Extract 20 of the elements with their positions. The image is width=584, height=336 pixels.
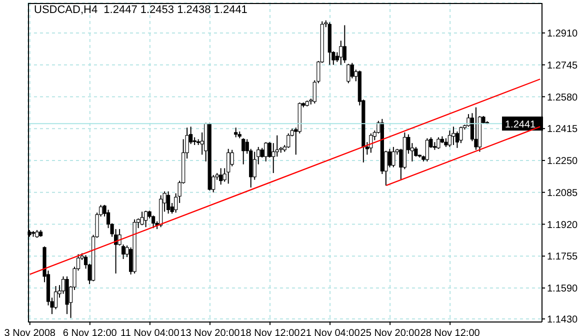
y-tick-label: 1.1590	[547, 284, 578, 295]
x-tick-label: 25 Nov 20:00	[360, 328, 420, 336]
y-tick-label: 1.1430	[547, 314, 578, 326]
x-tick-label: 28 Nov 12:00	[420, 328, 480, 336]
y-tick-label: 1.2580	[547, 92, 578, 104]
y-tick-label: 1.1755	[547, 252, 578, 263]
y-tick-label: 1.1920	[547, 220, 578, 231]
chart-title: USDCAD,H4 1.2447 1.2453 1.2438 1.2441	[34, 4, 248, 16]
x-tick-label: 18 Nov 12:00	[240, 328, 300, 336]
y-tick-label: 1.2085	[547, 188, 578, 199]
x-tick-label: 3 Nov 2008	[4, 328, 56, 336]
x-tick-label: 6 Nov 12:00	[62, 328, 118, 336]
y-tick-label: 1.2910	[547, 28, 578, 40]
ref-line-label: 1.2441	[505, 120, 536, 131]
y-tick-label: 1.2250	[547, 156, 578, 168]
x-tick-label: 11 Nov 04:00	[120, 328, 180, 336]
y-tick-label: 1.2745	[547, 60, 578, 72]
x-tick-label: 21 Nov 04:00	[300, 328, 360, 336]
y-tick-label: 1.2415	[547, 124, 578, 136]
x-tick-label: 13 Nov 20:00	[180, 328, 240, 336]
